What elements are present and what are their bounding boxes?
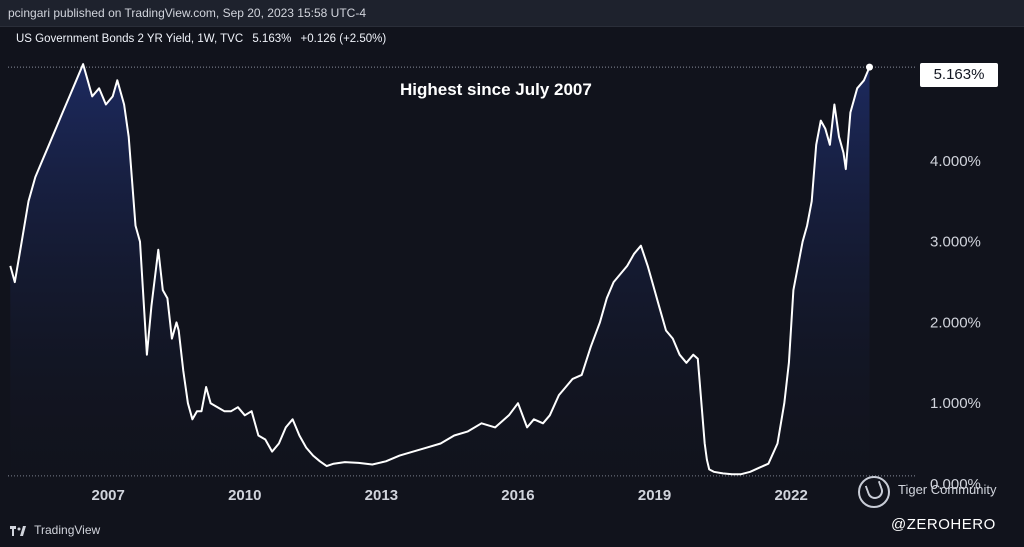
x-tick-label: 2013 (365, 487, 398, 504)
author-watermark: @ZEROHERO (891, 516, 996, 533)
x-tick-label: 2022 (774, 487, 807, 504)
x-tick-label: 2019 (638, 487, 671, 504)
x-tick-label: 2010 (228, 487, 261, 504)
symbol-name: US Government Bonds 2 YR Yield, 1W, TVC (16, 33, 244, 45)
x-axis: 2007 2010 2013 2016 2019 2022 (91, 487, 807, 504)
series-line (9, 63, 871, 476)
y-axis: 0.000%1.000%2.000%3.000%4.000%5.000% (930, 72, 981, 493)
y-tick-label: 1.000% (930, 395, 981, 412)
last-value: 5.163% (252, 33, 292, 45)
symbol-legend[interactable]: US Government Bonds 2 YR Yield, 1W, TVC … (16, 33, 392, 45)
chart-area[interactable]: 0.000%1.000%2.000%3.000%4.000%5.000% 200… (0, 26, 1024, 547)
y-tick-label: 4.000% (930, 153, 981, 170)
tradingview-icon (10, 525, 26, 536)
change-value: +0.126 (+2.50%) (300, 33, 387, 45)
tiger-icon (858, 476, 890, 508)
tradingview-label: TradingView (34, 523, 101, 537)
current-price-label: 5.163% (920, 63, 998, 87)
y-tick-label: 0.000% (930, 476, 981, 493)
community-label: Tiger Community (898, 482, 997, 497)
published-info: pcingari published on TradingView.com, S… (8, 6, 367, 20)
tiger-community-badge: Tiger Community (858, 472, 1018, 508)
last-point-marker (865, 63, 873, 71)
publisher-bar: pcingari published on TradingView.com, S… (0, 0, 1024, 27)
area-fill (10, 64, 870, 496)
y-tick-label: 3.000% (930, 234, 981, 251)
chart-annotation: Highest since July 2007 (400, 80, 592, 99)
x-tick-label: 2007 (91, 487, 124, 504)
tradingview-logo[interactable]: TradingView (10, 523, 100, 537)
x-tick-label: 2016 (501, 487, 534, 504)
y-tick-label: 2.000% (930, 314, 981, 331)
